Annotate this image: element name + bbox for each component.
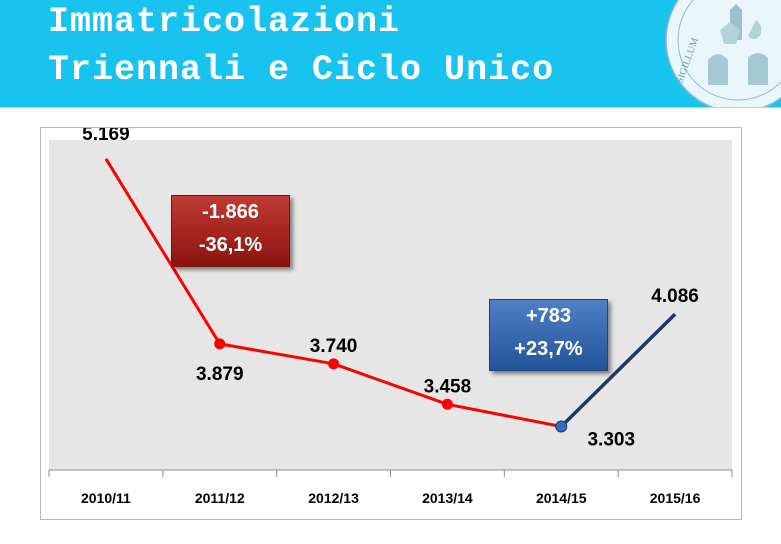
header-divider	[0, 107, 781, 108]
title-line-1: Immatricolazioni	[48, 2, 401, 42]
data-point-marker	[555, 420, 568, 433]
chart-frame: 5.169 3.879 3.740 3.458 3.303 4.086 2010/11 20…	[40, 127, 742, 520]
x-tick-label: 2012/13	[308, 490, 359, 506]
data-label: 3.740	[310, 336, 358, 357]
plot-area	[49, 140, 732, 470]
increase-percent: +23,7%	[514, 338, 583, 360]
decline-amount: -1.866	[202, 201, 259, 223]
data-label: 3.303	[587, 430, 635, 451]
line-chart: 5.169 3.879 3.740 3.458 3.303 4.086 2010/11 20…	[48, 128, 733, 506]
decline-percent: -36,1%	[198, 234, 263, 256]
x-tick-label: 2014/15	[536, 490, 587, 506]
x-tick-label: 2015/16	[650, 490, 701, 506]
title-line-2: Triennali e Ciclo Unico	[48, 50, 555, 90]
increase-callout: +783 +23,7%	[489, 299, 608, 371]
increase-amount: +783	[525, 305, 572, 327]
university-seal-logo: SIGILLUM	[660, 0, 781, 107]
data-label: 3.879	[196, 364, 244, 385]
decline-callout: -1.866 -36,1%	[171, 195, 290, 267]
data-point-marker	[441, 398, 453, 410]
header-banner: Immatricolazioni Triennali e Ciclo Unico…	[0, 0, 781, 107]
x-tick-label: 2011/12	[195, 490, 245, 506]
data-label: 5.169	[82, 128, 130, 145]
data-label: 4.086	[651, 286, 699, 307]
data-point-marker	[328, 358, 340, 370]
data-label: 3.458	[424, 376, 472, 397]
x-tick-label: 2010/11	[81, 490, 131, 506]
series-line-segment	[560, 312, 677, 428]
x-tick-label: 2013/14	[422, 490, 473, 506]
data-point-marker	[214, 338, 226, 350]
